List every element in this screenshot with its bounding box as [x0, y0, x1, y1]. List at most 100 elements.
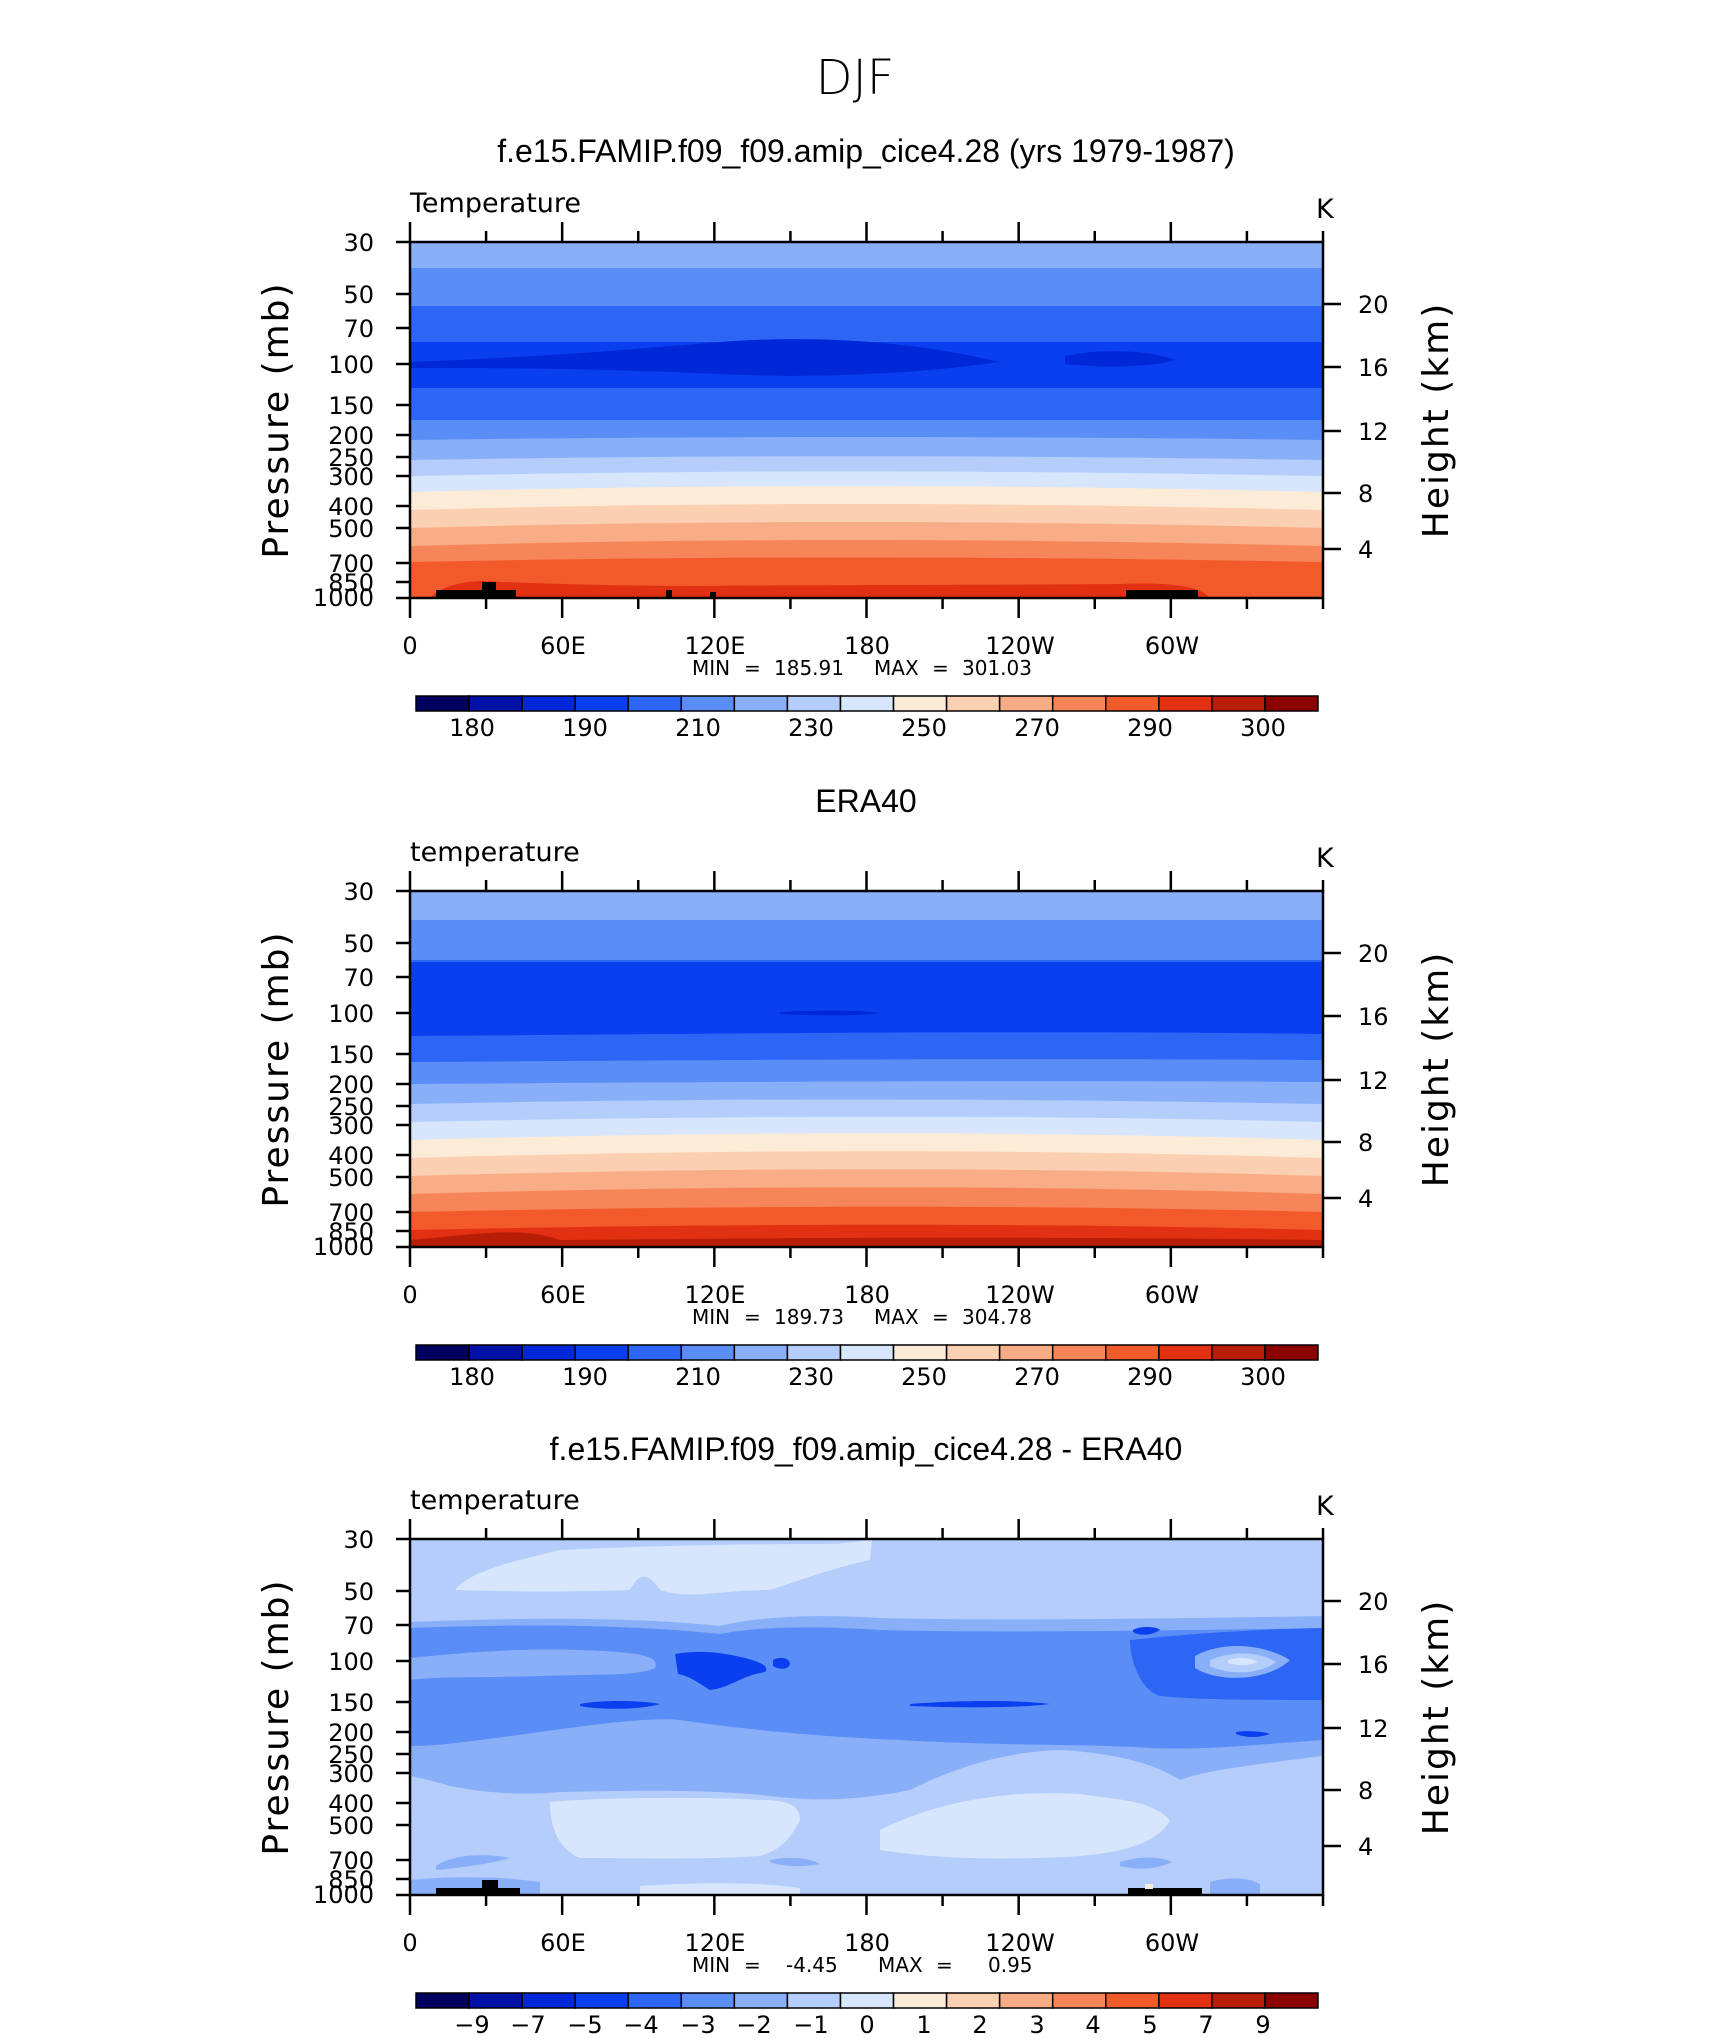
colorbar-swatch [627, 695, 683, 712]
colorbar-swatch [892, 1992, 948, 2009]
panel-obs: ERA40 temperature K 30 [256, 783, 1457, 1391]
colorbar-swatch [627, 1344, 683, 1361]
colorbar-swatch [892, 1344, 948, 1361]
min-label: MIN [692, 1305, 730, 1329]
y-tick-label: 400 [328, 1142, 374, 1170]
y2-tick-label: 4 [1358, 1185, 1373, 1213]
x-tick-label: 120E [685, 1281, 746, 1309]
min-value: 185.91 [774, 656, 844, 680]
y-axis-labels: 30 50 70 100 150 200 250 300 400 500 700… [313, 229, 374, 612]
colorbar-label: −4 [623, 2011, 658, 2038]
colorbar-swatch [680, 1344, 736, 1361]
x-tick-label: 60W [1145, 1281, 1199, 1309]
panel-title: f.e15.FAMIP.f09_f09.amip_cice4.28 (yrs 1… [497, 133, 1235, 169]
units-label: K [1316, 194, 1335, 225]
colorbar-swatch [1211, 1992, 1266, 2009]
y2-axis-title: Height (km) [1416, 1599, 1457, 1835]
variable-label: Temperature [409, 188, 581, 219]
colorbar-swatch [1211, 1344, 1266, 1361]
colorbar-swatch [1105, 695, 1160, 712]
colorbar-swatch [1264, 695, 1319, 712]
axes-frame [396, 871, 1341, 1267]
x-tick-label: 0 [402, 632, 417, 660]
colorbar-swatch [680, 695, 736, 712]
min-max-readout: MIN = 189.73 MAX = 304.78 [692, 1305, 1032, 1329]
y2-tick-label: 4 [1358, 536, 1373, 564]
colorbar-swatch [468, 1344, 523, 1361]
y2-axis-labels: 20 16 12 8 4 [1358, 291, 1389, 564]
colorbar-labels: −9 −7 −5 −4 −3 −2 −1 0 1 2 3 4 5 7 9 [454, 2011, 1270, 2038]
colorbar-labels: 180 190 210 230 250 270 290 300 [449, 714, 1286, 742]
colorbar-swatch [521, 695, 576, 712]
colorbar-label: 300 [1240, 714, 1286, 742]
min-label: MIN [692, 656, 730, 680]
colorbar [415, 695, 1319, 712]
x-tick-label: 60W [1145, 1929, 1199, 1957]
colorbar-label: 0 [859, 2011, 874, 2038]
y-tick-label: 250 [328, 1093, 374, 1121]
colorbar-swatch [1051, 1992, 1107, 2009]
y-tick-label: 700 [328, 550, 374, 578]
y2-tick-label: 12 [1358, 418, 1389, 446]
max-label: MAX [874, 656, 919, 680]
colorbar-label: 210 [675, 1363, 721, 1391]
colorbar-swatch [574, 1992, 629, 2009]
colorbar-swatch [521, 1344, 576, 1361]
x-tick-label: 180 [844, 632, 890, 660]
colorbar-label: −5 [567, 2011, 602, 2038]
colorbar-swatch [892, 695, 948, 712]
y2-axis-title: Height (km) [1416, 302, 1457, 538]
y-tick-label: 150 [328, 1041, 374, 1069]
colorbar-swatch [945, 1344, 1001, 1361]
y-tick-label: 1000 [313, 1233, 374, 1261]
equals-sign: = [932, 1305, 949, 1329]
y-tick-label: 70 [343, 964, 374, 992]
colorbar-swatch [1051, 695, 1107, 712]
x-tick-label: 120W [985, 1281, 1055, 1309]
y-tick-label: 700 [328, 1847, 374, 1875]
y-tick-label: 250 [328, 1741, 374, 1769]
colorbar-swatch [627, 1992, 683, 2009]
x-tick-label: 120W [985, 632, 1055, 660]
y-tick-label: 30 [343, 878, 374, 906]
y-tick-label: 200 [328, 422, 374, 450]
y-tick-label: 150 [328, 1689, 374, 1717]
y-tick-label: 70 [343, 315, 374, 343]
colorbar-label: 180 [449, 1363, 495, 1391]
y-tick-label: 50 [343, 930, 374, 958]
colorbar-label: 230 [788, 714, 834, 742]
y-axis-title: Pressure (mb) [256, 281, 297, 558]
colorbar-swatch [839, 695, 895, 712]
y-tick-label: 150 [328, 392, 374, 420]
colorbar-swatch [521, 1992, 576, 2009]
y-tick-label: 500 [328, 515, 374, 543]
max-value: 0.95 [988, 1953, 1033, 1977]
y2-axis-title: Height (km) [1416, 951, 1457, 1187]
colorbar-swatch [574, 1344, 629, 1361]
colorbar-swatch [1105, 1344, 1160, 1361]
equals-sign: = [744, 656, 761, 680]
x-tick-label: 180 [844, 1281, 890, 1309]
y-tick-label: 500 [328, 1164, 374, 1192]
x-axis-labels: 0 60E 120E 180 120W 60W [402, 632, 1199, 660]
colorbar-label: 9 [1255, 2011, 1270, 2038]
colorbar-swatch [1105, 1992, 1160, 2009]
variable-label: temperature [410, 1485, 580, 1516]
panel-title: f.e15.FAMIP.f09_f09.amip_cice4.28 - ERA4… [550, 1431, 1183, 1467]
x-tick-label: 60W [1145, 632, 1199, 660]
y-tick-label: 70 [343, 1612, 374, 1640]
y2-tick-label: 12 [1358, 1715, 1389, 1743]
x-tick-label: 120E [685, 1929, 746, 1957]
contour-field [410, 891, 1323, 1247]
units-label: K [1316, 843, 1335, 874]
y-tick-label: 30 [343, 1526, 374, 1554]
colorbar-label: −2 [736, 2011, 771, 2038]
y2-tick-label: 20 [1358, 291, 1389, 319]
colorbar-label: 1 [916, 2011, 931, 2038]
colorbar-swatch [945, 1992, 1001, 2009]
colorbar-swatch [786, 695, 842, 712]
y-tick-label: 400 [328, 1790, 374, 1818]
y2-tick-label: 12 [1358, 1067, 1389, 1095]
y2-tick-label: 16 [1358, 354, 1389, 382]
colorbar-label: 7 [1198, 2011, 1213, 2038]
